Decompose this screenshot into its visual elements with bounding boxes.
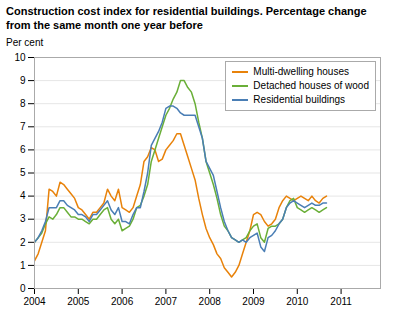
svg-text:9: 9	[20, 75, 26, 86]
html-text:Detached houses of wood: Detached houses of wood	[253, 80, 369, 91]
html-text:Residential buildings: Residential buildings	[253, 94, 346, 105]
svg-text:2007: 2007	[155, 296, 178, 307]
svg-text:0: 0	[20, 283, 26, 294]
svg-text:2005: 2005	[67, 296, 90, 307]
svg-text:2011: 2011	[330, 296, 352, 307]
svg-text:4: 4	[20, 190, 26, 201]
svg-text:2006: 2006	[111, 296, 134, 307]
svg-text:1: 1	[20, 260, 26, 271]
svg-text:7: 7	[20, 121, 26, 132]
svg-text:3: 3	[20, 213, 26, 224]
svg-text:10: 10	[14, 52, 26, 63]
svg-text:5: 5	[20, 167, 26, 178]
svg-text:2009: 2009	[242, 296, 265, 307]
svg-text:2010: 2010	[286, 296, 309, 307]
svg-text:2008: 2008	[199, 296, 222, 307]
svg-text:2: 2	[20, 237, 26, 248]
html-text:Multi-dwelling houses: Multi-dwelling houses	[253, 66, 349, 77]
svg-text:2004: 2004	[23, 296, 46, 307]
html-text:from the same month one year b: from the same month one year before	[6, 19, 203, 31]
svg-text:8: 8	[20, 98, 26, 109]
html-text:Construction cost index for re: Construction cost index for residential …	[6, 5, 367, 17]
html-text:Per cent: Per cent	[6, 37, 44, 48]
svg-text:6: 6	[20, 144, 26, 155]
